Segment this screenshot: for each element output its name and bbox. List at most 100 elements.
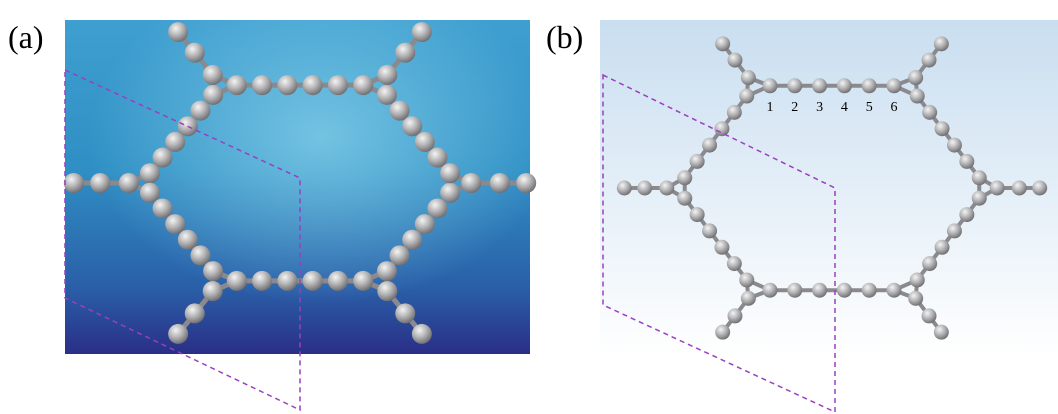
atom xyxy=(922,308,937,323)
atom xyxy=(395,303,415,323)
atom xyxy=(168,324,188,344)
atom xyxy=(727,53,742,68)
atom xyxy=(659,181,674,196)
atom xyxy=(887,78,902,93)
atom xyxy=(140,163,160,183)
atom xyxy=(690,207,705,222)
atom xyxy=(702,223,717,238)
atom xyxy=(812,283,827,298)
atom xyxy=(934,36,949,51)
atom xyxy=(395,43,415,63)
atom xyxy=(203,85,223,105)
atom xyxy=(402,116,422,136)
atom xyxy=(763,283,778,298)
atom xyxy=(702,138,717,153)
atom xyxy=(812,78,827,93)
atom xyxy=(741,70,756,85)
atom xyxy=(377,281,397,301)
figure: (a) (b) 123456 xyxy=(0,0,1058,414)
atom xyxy=(377,261,397,281)
atom xyxy=(353,75,373,95)
panel-label: (a) xyxy=(8,19,44,55)
atom xyxy=(303,75,323,95)
atom xyxy=(377,85,397,105)
atom xyxy=(440,183,460,203)
atom xyxy=(227,75,247,95)
atom xyxy=(427,148,447,168)
atom xyxy=(727,105,742,120)
atom-label: 3 xyxy=(816,100,823,115)
atom xyxy=(402,230,422,250)
atom-label: 4 xyxy=(841,100,848,115)
atom xyxy=(787,283,802,298)
atom xyxy=(910,272,925,287)
atom xyxy=(959,154,974,169)
atom xyxy=(415,214,435,234)
atom xyxy=(178,230,198,250)
atom xyxy=(908,70,923,85)
atom xyxy=(887,283,902,298)
atom xyxy=(252,271,272,291)
atom xyxy=(727,308,742,323)
atom xyxy=(277,271,297,291)
atom xyxy=(190,101,210,121)
atom xyxy=(427,198,447,218)
atom-label: 5 xyxy=(866,100,873,115)
atom xyxy=(185,303,205,323)
atom xyxy=(412,324,432,344)
atom xyxy=(153,198,173,218)
atom xyxy=(168,22,188,42)
atom xyxy=(935,121,950,136)
atom-label: 2 xyxy=(791,100,798,115)
atom xyxy=(277,75,297,95)
atom xyxy=(947,223,962,238)
atom xyxy=(715,325,730,340)
atom xyxy=(908,291,923,306)
atom xyxy=(837,78,852,93)
atom-label: 6 xyxy=(891,100,898,115)
atom xyxy=(390,101,410,121)
atom xyxy=(837,283,852,298)
atom xyxy=(617,181,632,196)
atom xyxy=(461,173,481,193)
atom xyxy=(119,173,139,193)
atom xyxy=(690,154,705,169)
atom xyxy=(190,245,210,265)
atom xyxy=(227,271,247,291)
atom xyxy=(1032,181,1047,196)
atom xyxy=(959,207,974,222)
atom xyxy=(252,75,272,95)
atom xyxy=(922,53,937,68)
atom xyxy=(990,181,1005,196)
atom xyxy=(922,105,937,120)
atom xyxy=(739,272,754,287)
atom xyxy=(153,148,173,168)
atom xyxy=(910,89,925,104)
atom xyxy=(303,271,323,291)
atom-label: 1 xyxy=(767,100,774,115)
atom xyxy=(140,183,160,203)
atom xyxy=(185,43,205,63)
atom xyxy=(862,283,877,298)
atom xyxy=(741,291,756,306)
atom xyxy=(972,191,987,206)
atom xyxy=(377,65,397,85)
atom xyxy=(412,22,432,42)
atom xyxy=(1012,181,1027,196)
atom xyxy=(922,256,937,271)
atom xyxy=(763,78,778,93)
atom xyxy=(862,78,877,93)
atom xyxy=(203,281,223,301)
atom xyxy=(947,138,962,153)
atom xyxy=(677,191,692,206)
atom xyxy=(328,271,348,291)
atom xyxy=(203,65,223,85)
atom xyxy=(353,271,373,291)
atom xyxy=(328,75,348,95)
atom xyxy=(935,240,950,255)
atom xyxy=(415,132,435,152)
atom xyxy=(677,170,692,185)
atom xyxy=(64,173,84,193)
atom xyxy=(203,261,223,281)
atom xyxy=(934,325,949,340)
